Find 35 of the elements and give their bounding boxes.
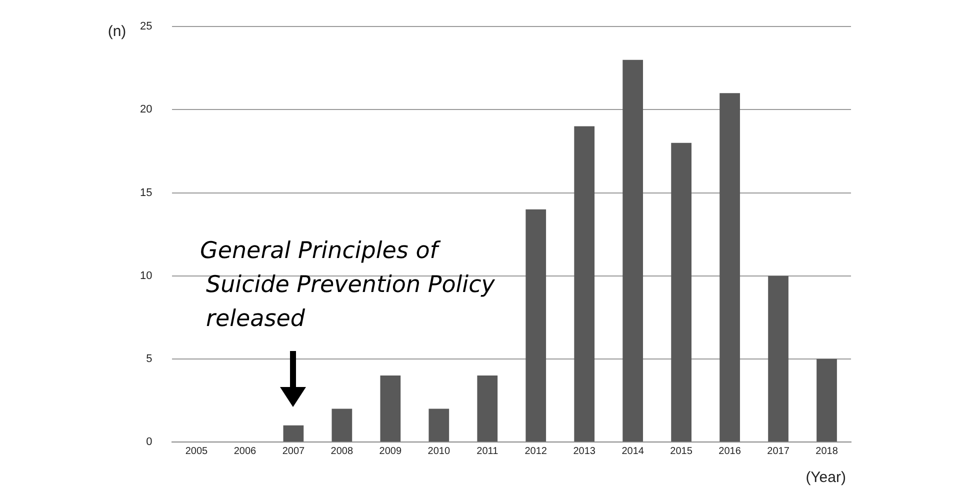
bar bbox=[526, 209, 546, 442]
y-tick-label: 25 bbox=[140, 20, 152, 33]
bar bbox=[768, 276, 788, 442]
bar bbox=[720, 93, 740, 442]
annotation: General Principles of Suicide Prevention Policy released bbox=[200, 238, 496, 332]
bar bbox=[816, 358, 837, 442]
x-tick-label: 2006 bbox=[234, 446, 257, 457]
y-tick-label: 0 bbox=[146, 436, 152, 448]
x-tick-label: 2017 bbox=[767, 446, 790, 457]
x-tick-label: 2013 bbox=[573, 446, 596, 457]
x-tick-label: 2010 bbox=[428, 446, 450, 457]
x-tick-label: 2011 bbox=[476, 446, 499, 457]
x-tick-label: 2012 bbox=[524, 446, 548, 457]
x-tick-label: 2009 bbox=[379, 446, 402, 457]
bar bbox=[477, 376, 498, 442]
x-tick-label: 2007 bbox=[282, 446, 306, 457]
bar bbox=[574, 126, 595, 442]
y-axis-title: (n) bbox=[108, 23, 126, 40]
y-tick-label: 15 bbox=[140, 186, 152, 199]
bar bbox=[428, 408, 450, 442]
y-tick-label: 5 bbox=[146, 352, 152, 365]
bar bbox=[671, 142, 692, 442]
x-tick-label: 2008 bbox=[330, 446, 354, 457]
y-tick-label: 20 bbox=[140, 104, 152, 116]
x-tick-label: 2015 bbox=[670, 446, 693, 457]
bar bbox=[332, 408, 352, 442]
x-tick-label: 2018 bbox=[816, 446, 838, 457]
bar bbox=[622, 60, 644, 442]
y-tick-label: 10 bbox=[140, 270, 152, 282]
bar bbox=[380, 376, 401, 442]
x-tick-label: 2014 bbox=[622, 446, 644, 457]
x-tick-label: 2016 bbox=[718, 446, 742, 457]
bar bbox=[283, 425, 304, 442]
x-axis-title: (Year) bbox=[806, 469, 846, 486]
x-tick-label: 2005 bbox=[185, 446, 208, 457]
